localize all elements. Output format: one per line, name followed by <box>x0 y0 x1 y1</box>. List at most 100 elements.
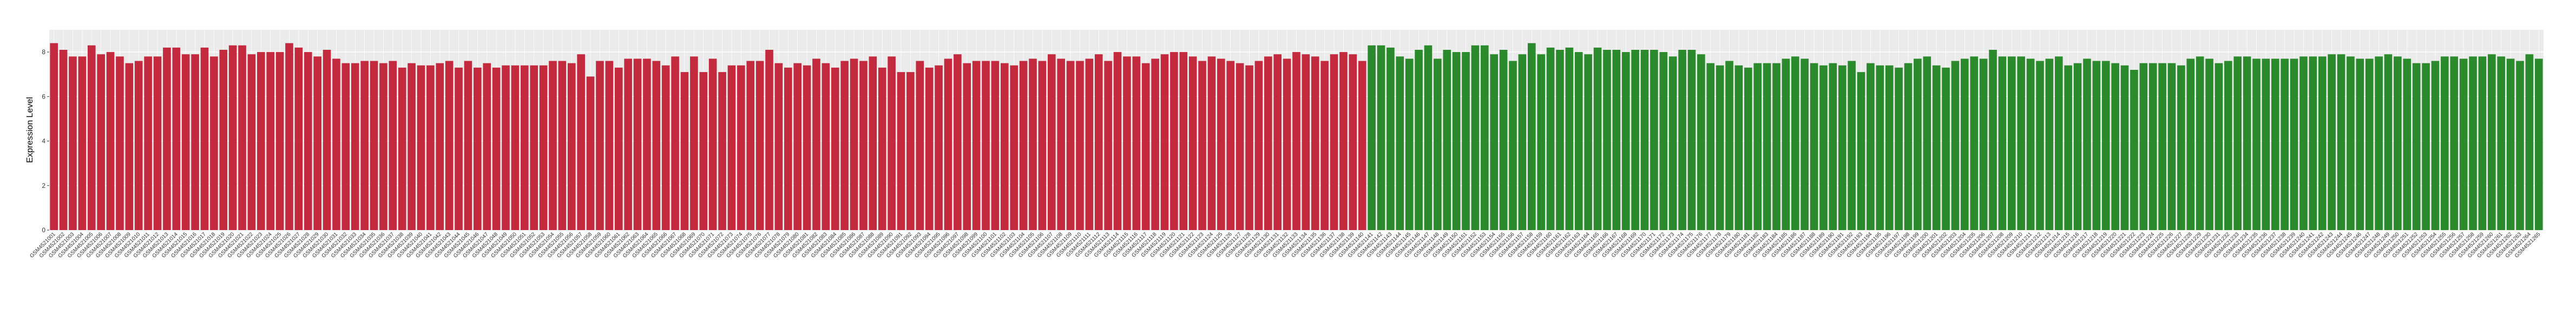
bar <box>2262 58 2270 230</box>
bar <box>2158 63 2166 231</box>
bar <box>257 52 265 230</box>
bar <box>97 54 105 230</box>
bar <box>1528 43 1536 231</box>
bar <box>474 67 482 230</box>
bar <box>2252 58 2260 230</box>
bar <box>1904 63 1913 231</box>
bar <box>2083 58 2091 230</box>
bar <box>680 72 689 230</box>
bar <box>1819 65 1828 231</box>
bar <box>1339 52 1348 230</box>
bar <box>1085 58 1094 230</box>
bar <box>247 54 256 230</box>
bar <box>727 65 736 231</box>
bar <box>2139 63 2148 231</box>
bar <box>2026 58 2035 230</box>
bar <box>2224 61 2232 231</box>
bar <box>718 72 726 230</box>
bar <box>878 67 886 230</box>
bar <box>1810 63 1818 231</box>
bar <box>812 58 820 230</box>
bar <box>360 61 369 231</box>
bar <box>935 65 943 231</box>
bar <box>2281 58 2289 230</box>
bar <box>1170 52 1178 230</box>
y-tick-label: 4 <box>42 138 45 145</box>
bar <box>1518 54 1527 230</box>
bar <box>275 52 284 230</box>
bar <box>982 61 990 231</box>
bar <box>426 65 435 231</box>
bar <box>294 47 303 230</box>
bar <box>1509 61 1517 231</box>
bar <box>1349 54 1357 230</box>
bar <box>2130 70 2138 230</box>
bar <box>652 61 661 231</box>
bar <box>1603 50 1611 230</box>
bar <box>1368 45 1376 231</box>
bar <box>850 58 858 230</box>
bar <box>1179 52 1188 230</box>
bar <box>483 63 491 231</box>
bar <box>285 43 293 231</box>
bar <box>954 54 962 230</box>
y-tick-label: 6 <box>42 93 45 100</box>
bar <box>389 61 397 231</box>
bar <box>351 63 359 231</box>
bar <box>1979 58 1988 230</box>
bar <box>1932 65 1941 231</box>
bar <box>2036 61 2044 231</box>
bar <box>417 65 425 231</box>
bar <box>1951 61 1960 231</box>
bar <box>2271 58 2279 230</box>
bar <box>2516 61 2524 231</box>
bar <box>916 61 924 231</box>
bar <box>737 65 745 231</box>
bar <box>1612 50 1621 230</box>
bar <box>1104 61 1112 231</box>
bar <box>153 56 162 230</box>
bar <box>708 58 717 230</box>
bar <box>1706 63 1715 231</box>
bar <box>1320 61 1329 231</box>
bar <box>2441 56 2449 230</box>
bar <box>2459 58 2468 230</box>
bar <box>1584 54 1592 230</box>
bar <box>1292 52 1300 230</box>
bar <box>888 56 896 230</box>
bar <box>596 61 604 231</box>
bar <box>2403 58 2411 230</box>
bar <box>445 61 454 231</box>
bar <box>144 56 152 230</box>
bar <box>633 58 642 230</box>
bar <box>1047 54 1056 230</box>
bar <box>1546 47 1555 230</box>
bar <box>822 63 830 231</box>
bar <box>2092 61 2101 231</box>
bar <box>408 63 416 231</box>
y-tick-label: 0 <box>42 226 45 234</box>
bar <box>2488 54 2496 230</box>
bar <box>1471 45 1480 231</box>
bar <box>50 43 58 231</box>
bar <box>1687 50 1696 230</box>
bar <box>1838 65 1846 231</box>
bar <box>304 52 312 230</box>
bar <box>78 56 87 230</box>
bar <box>1970 56 1979 230</box>
bar <box>1537 54 1546 230</box>
bar <box>1782 58 1790 230</box>
bar <box>1094 54 1103 230</box>
bar <box>1942 67 1950 230</box>
bar <box>1396 56 1404 230</box>
bar <box>643 58 651 230</box>
bar <box>549 61 557 231</box>
bar <box>661 65 670 231</box>
y-tick-label: 2 <box>42 182 45 189</box>
bar <box>925 67 934 230</box>
bar <box>897 72 905 230</box>
bar <box>2394 56 2402 230</box>
bar <box>1264 56 1272 230</box>
bar <box>2064 65 2072 231</box>
bar <box>1998 56 2007 230</box>
